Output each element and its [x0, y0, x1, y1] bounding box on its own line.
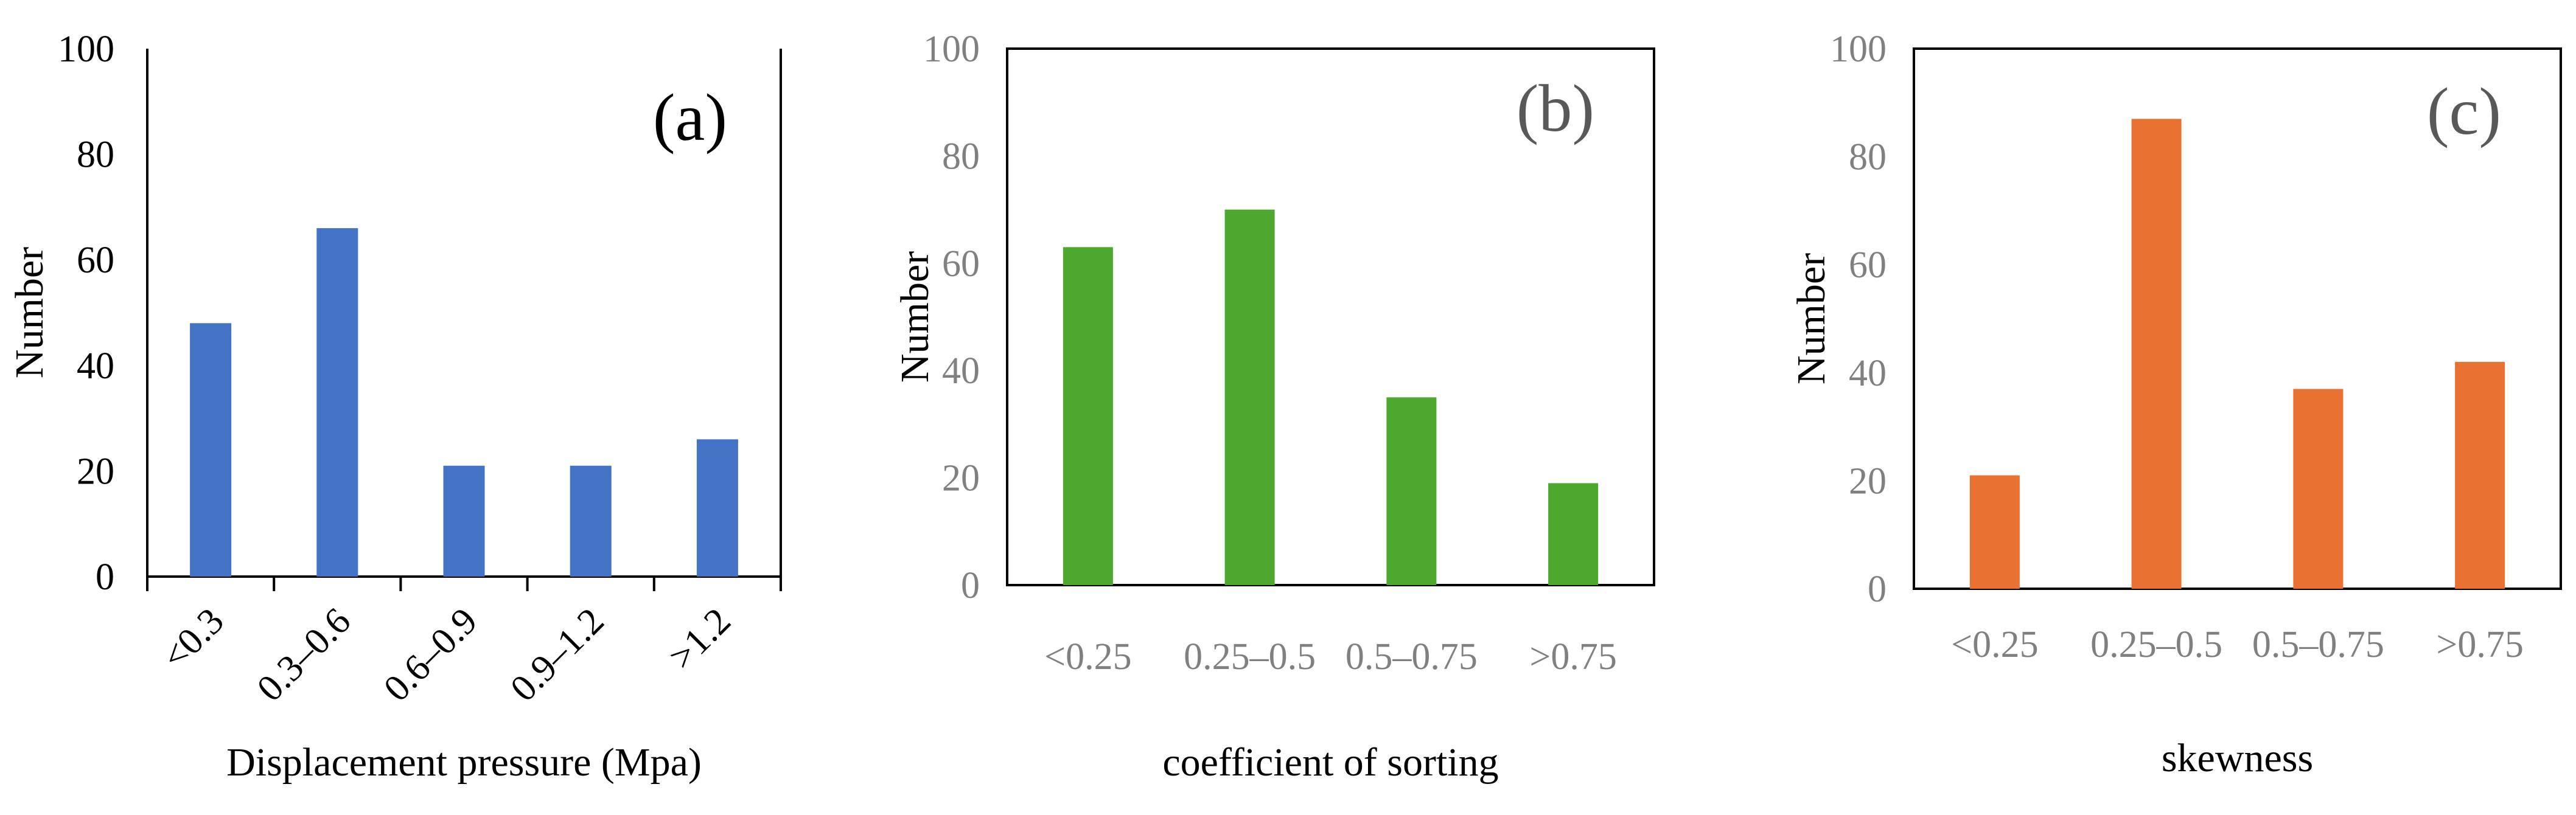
bar-2: [316, 228, 358, 577]
x-axis-title: coefficient of sorting: [1162, 740, 1498, 785]
x-tick-label: <0.25: [1951, 624, 2038, 665]
y-tick-label: 0: [96, 557, 114, 598]
chart-panel-c: 0 20 40 60 80 100 <0.25 0.25–0.5 0.5–0.75 >0.75 sk…: [1789, 29, 2562, 780]
x-tick-label: 0.5–0.75: [2252, 624, 2384, 665]
y-tick-label: 80: [77, 134, 114, 176]
y-tick-label: 40: [1849, 353, 1887, 394]
y-tick-label: 0: [961, 565, 980, 606]
y-tick-label: 60: [77, 240, 114, 281]
y-tick-label: 60: [1849, 244, 1887, 286]
bar-2: [2131, 119, 2182, 589]
x-tick-label: >0.75: [1529, 636, 1616, 678]
chart-panel-a: 0 20 40 60 80 100 <0.3 0.3–0.6 0.6–0.9 0.9–1.2 >1.…: [7, 29, 782, 785]
x-tick-label: 0.3–0.6: [250, 600, 359, 710]
chart-panel-b: 0 20 40 60 80 100 <0.25 0.25–0.5 0.5–0.75 >0.75 co…: [893, 29, 1655, 785]
bar-5: [696, 439, 738, 577]
x-tick-label: >1.2: [661, 600, 739, 678]
x-tick-label: 0.6–0.9: [376, 600, 486, 710]
x-tick-label: 0.9–1.2: [503, 600, 612, 710]
y-tick-label: 80: [1849, 137, 1887, 178]
y-tick-label: 20: [1849, 460, 1887, 502]
x-tick-label: 0.25–0.5: [1184, 636, 1316, 678]
bar-3: [443, 465, 485, 577]
x-tick-label: 0.25–0.5: [2090, 624, 2222, 665]
y-tick-label: 40: [942, 350, 980, 392]
y-tick-label: 60: [942, 243, 980, 285]
y-axis-title: Number: [893, 251, 937, 383]
plot-frame: [1913, 47, 2562, 590]
x-tick-label: <0.25: [1044, 636, 1131, 678]
y-tick-label: 80: [942, 136, 980, 177]
bar-3: [1386, 397, 1437, 585]
y-tick-label: 100: [58, 29, 114, 70]
x-axis-title: skewness: [2162, 736, 2313, 780]
panel-label: (c): [2427, 74, 2501, 148]
x-tick-label: 0.5–0.75: [1346, 636, 1478, 678]
y-tick-label: 100: [1830, 29, 1887, 70]
panel-label: (a): [653, 80, 727, 154]
y-tick-label: 0: [1868, 569, 1887, 610]
bar-2: [1224, 209, 1275, 586]
bar-4: [2455, 362, 2505, 589]
y-tick-label: 100: [923, 29, 980, 70]
bar-3: [2293, 389, 2344, 589]
x-axis-title: Displacement pressure (Mpa): [226, 740, 702, 785]
bar-4: [570, 465, 612, 577]
x-tick-label: >0.75: [2436, 624, 2523, 665]
y-axis-title: Number: [7, 247, 52, 378]
panel-label: (b): [1517, 71, 1594, 145]
bar-4: [1548, 483, 1599, 585]
y-tick-label: 40: [77, 345, 114, 387]
y-tick-label: 20: [77, 451, 114, 492]
y-axis-title: Number: [1789, 253, 1834, 384]
bar-1: [1063, 247, 1113, 586]
bar-1: [190, 323, 232, 577]
bar-1: [1969, 475, 2020, 589]
plot-frame: [1006, 47, 1655, 586]
x-tick-label: <0.3: [154, 600, 232, 678]
y-tick-label: 20: [942, 458, 980, 499]
